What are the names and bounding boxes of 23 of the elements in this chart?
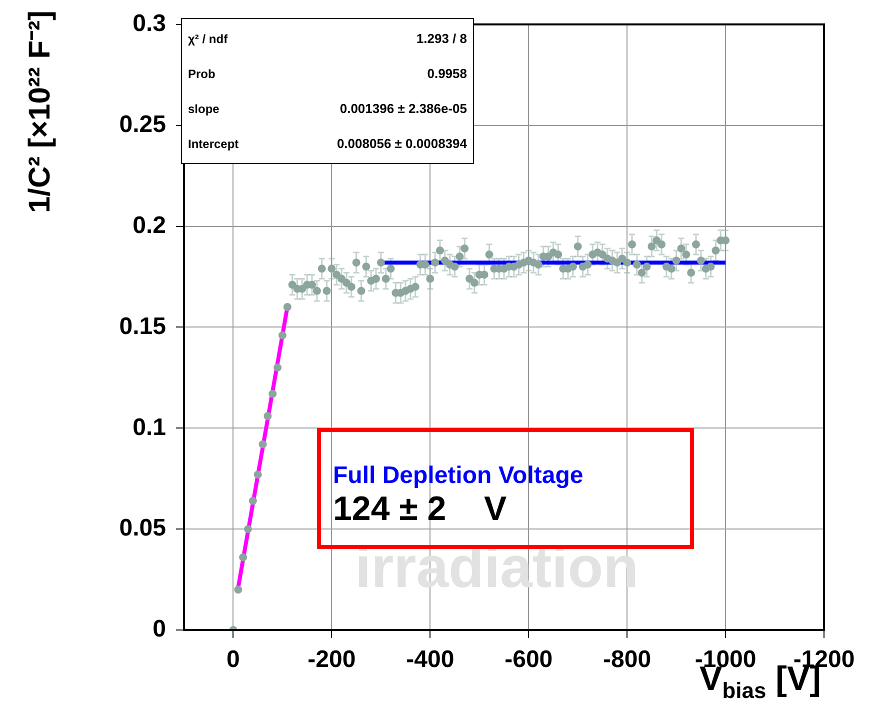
annotation: Full Depletion Voltage: [333, 462, 584, 490]
annotation: 0.9958: [427, 66, 467, 81]
x-tick-label: -800: [603, 646, 652, 674]
x-tick-label: -200: [308, 646, 356, 674]
x-tick-label: -400: [406, 646, 454, 674]
annotation: 1.293 / 8: [416, 31, 467, 46]
annotation: Prob: [188, 66, 216, 80]
y-axis-title: 1/C² [×10²² F⁻²]: [22, 10, 58, 216]
annotation: χ² / ndf: [188, 32, 228, 46]
y-tick-label: 0.25: [119, 110, 166, 138]
y-tick-label: 0.05: [119, 514, 166, 542]
annotation: 0.008056 ± 0.0008394: [336, 136, 467, 151]
annotation: 124 ± 2 V: [333, 490, 508, 528]
y-tick-label: 0: [152, 616, 166, 643]
annotation: 0.001396 ± 2.386e-05: [340, 101, 467, 116]
x-tick-label: -600: [504, 646, 553, 674]
annotation: Intercept: [188, 136, 239, 150]
y-tick-label: 0.3: [132, 10, 166, 38]
x-tick-label: 0: [226, 646, 240, 674]
annotation: slope: [188, 102, 220, 116]
y-tick-label: 0.2: [132, 212, 166, 239]
y-tick-label: 0.1: [132, 414, 166, 441]
y-tick-label: 0.15: [119, 312, 166, 340]
